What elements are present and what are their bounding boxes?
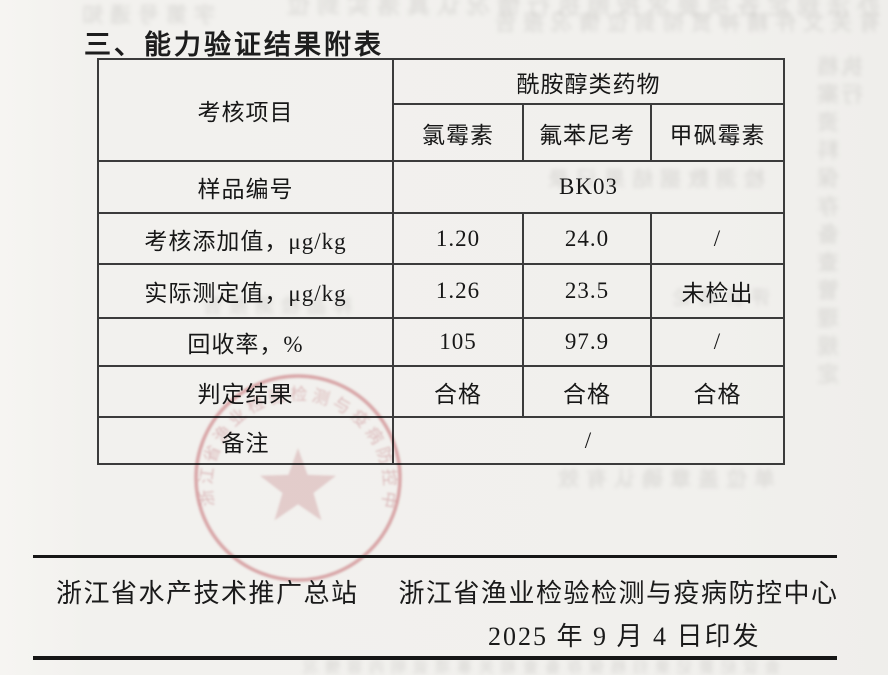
row-label-spiked-value: 考核添加值，μg/kg (97, 212, 394, 265)
bleedthrough-text: 办法规定各项要求按照执行情况认真落实到位 (280, 0, 880, 18)
judgement-chloramphenicol: 合格 (392, 365, 524, 418)
footer-bottom-rule (33, 656, 837, 660)
recovery-florfenicol: 97.9 (522, 317, 652, 367)
spiked-value-thiamphenicol: / (650, 212, 785, 265)
corner-header-cell: 考核项目 (97, 58, 394, 162)
row-label-recovery-rate: 回收率，% (97, 317, 394, 367)
measured-value-thiamphenicol: 未检出 (650, 263, 785, 319)
footer-org-right: 浙江省渔业检验检测与疫病防控中心 (398, 579, 839, 608)
drug-header-chloramphenicol: 氯霉素 (392, 103, 524, 162)
bleedthrough-text: 有关文件精神贯彻到位情况报告 (488, 12, 880, 35)
bleedthrough-text: 单位盖章确认有效 (551, 468, 775, 491)
row-label-measured-value: 实际测定值，μg/kg (97, 263, 394, 319)
row-label-judgement: 判定结果 (97, 365, 394, 418)
spiked-value-chloramphenicol: 1.20 (392, 212, 524, 265)
table-row: 判定结果 合格 合格 合格 (97, 365, 785, 418)
row-label-sample-id: 样品编号 (97, 160, 394, 214)
table-row: 备注 / (97, 416, 785, 465)
sample-id-value: BK03 (392, 160, 785, 214)
table-row: 实际测定值，μg/kg 1.26 23.5 未检出 (97, 263, 785, 319)
bleedthrough-text: 档案资料保存备查管理规定执行 (818, 55, 866, 391)
bleedthrough-text: 会议纪要记录归档保存备查相关事项说明内容情况 (295, 659, 780, 675)
footer-top-rule (33, 555, 837, 558)
drug-group-header-cell: 酰胺醇类药物 (392, 58, 785, 105)
recovery-thiamphenicol: / (650, 317, 785, 367)
measured-value-florfenicol: 23.5 (522, 263, 652, 319)
recovery-chloramphenicol: 105 (392, 317, 524, 367)
footer-org-left: 浙江省水产技术推广总站 (56, 579, 359, 608)
judgement-florfenicol: 合格 (522, 365, 652, 418)
proficiency-results-table: 考核项目 酰胺醇类药物 氯霉素 氟苯尼考 甲砜霉素 样品编号 BK03 考核添加… (97, 58, 785, 465)
page-title: 三、能力验证结果附表 (84, 30, 384, 60)
drug-header-thiamphenicol: 甲砜霉素 (650, 103, 785, 162)
table-row: 样品编号 BK03 (97, 160, 785, 214)
spiked-value-florfenicol: 24.0 (522, 212, 652, 265)
measured-value-chloramphenicol: 1.26 (392, 263, 524, 319)
footer-organizations: 浙江省水产技术推广总站 浙江省渔业检验检测与疫病防控中心 (56, 573, 839, 610)
remarks-value: / (392, 416, 785, 465)
judgement-thiamphenicol: 合格 (650, 365, 785, 418)
footer-issue-date: 2025 年 9 月 4 日印发 (488, 622, 761, 651)
row-label-remarks: 备注 (97, 416, 394, 465)
table-row: 考核添加值，μg/kg 1.20 24.0 / (97, 212, 785, 265)
drug-header-florfenicol: 氟苯尼考 (522, 103, 652, 162)
table-row: 回收率，% 105 97.9 / (97, 317, 785, 367)
